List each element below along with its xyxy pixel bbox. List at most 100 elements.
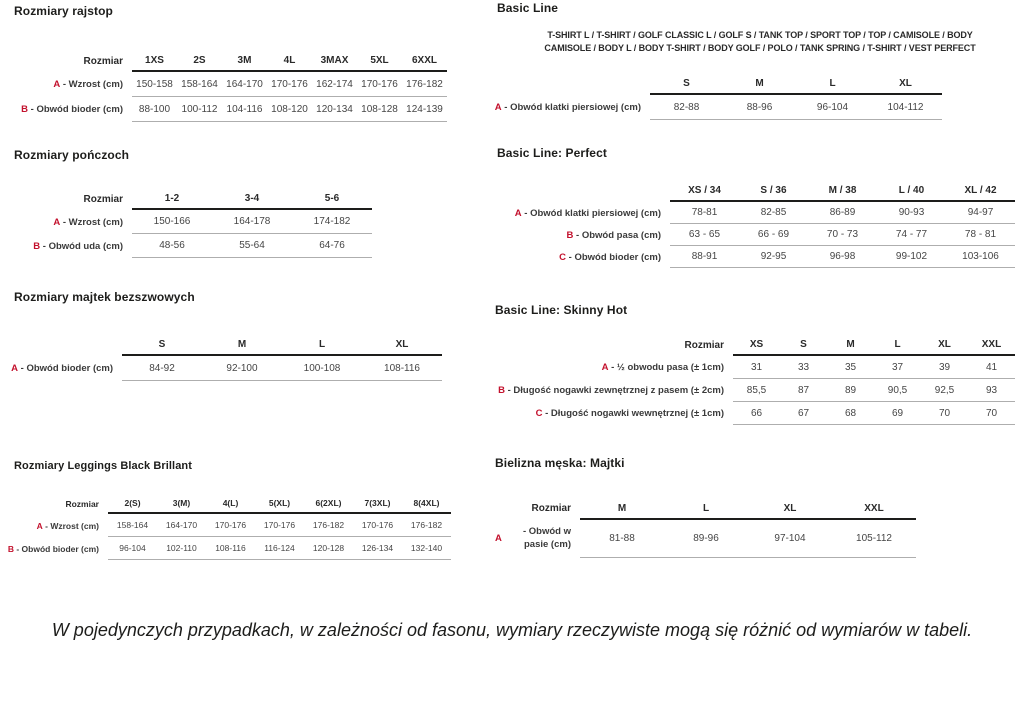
section-title-bielizna-meska-majtki: Bielizna męska: Majtki	[495, 456, 625, 470]
table-header-row: Rozmiar 1XS 2S 3M 4L 3MAX 5XL 6XXL	[14, 50, 447, 72]
column-header: XL	[921, 334, 968, 356]
table-cell: 96-98	[808, 246, 877, 268]
table-corner-label: Rozmiar	[684, 339, 724, 351]
row-letter: B	[498, 385, 505, 396]
table-cell: 158-164	[177, 72, 222, 97]
table-cell: 89	[827, 379, 874, 402]
table-header-row: S M L XL	[14, 334, 442, 356]
table-row: A - Wzrost (cm) 150-158 158-164 164-170 170-…	[14, 72, 447, 97]
table-cell: 103-106	[946, 246, 1015, 268]
table-cell: 88-96	[723, 95, 796, 120]
size-table-basic-line-perfect: XS / 34 S / 36 M / 38 L / 40 XL / 42 A - Obwó…	[515, 180, 1015, 268]
table-cell: 90-93	[877, 202, 946, 224]
table-header-row: Rozmiar 2(S) 3(M) 4(L) 5(XL) 6(2XL) 7(3XL) 8(4X…	[14, 494, 451, 514]
table-row: A - Obwód w pasie (cm) 81-88 89-96 97-104 10…	[495, 520, 916, 558]
column-header: L / 40	[877, 180, 946, 202]
table-header-row: Rozmiar M L XL XXL	[495, 498, 916, 520]
table-cell: 164-178	[212, 210, 292, 234]
table-cell: 108-116	[362, 356, 442, 381]
row-label: C - Obwód bioder (cm)	[559, 251, 661, 263]
column-header: XL	[869, 73, 942, 95]
table-cell: 116-124	[255, 537, 304, 560]
table-row: A - Obwód klatki piersiowej (cm) 82-88 88-…	[490, 95, 942, 120]
row-letter: A	[495, 532, 502, 544]
column-header: XXL	[968, 334, 1015, 356]
column-header: L	[796, 73, 869, 95]
table-cell: 41	[968, 356, 1015, 379]
column-header: L	[664, 498, 748, 520]
column-header: 2S	[177, 50, 222, 72]
table-cell: 48-56	[132, 234, 212, 258]
column-header: 4(L)	[206, 494, 255, 514]
table-cell: 104-112	[869, 95, 942, 120]
row-letter: A	[53, 79, 61, 90]
row-label: B - Obwód uda (cm)	[33, 240, 123, 252]
column-header: M / 38	[808, 180, 877, 202]
table-row: A - ½ obwodu pasa (± 1cm) 31 33 35 37 39 41	[475, 356, 1015, 379]
column-header: 1XS	[132, 50, 177, 72]
table-cell: 126-134	[353, 537, 402, 560]
section-title-rajstop: Rozmiary rajstop	[14, 4, 113, 18]
table-row: B - Obwód bioder (cm) 88-100 100-112 104-11…	[14, 97, 447, 122]
table-cell: 31	[733, 356, 780, 379]
table-cell: 164-170	[157, 514, 206, 537]
section-title-basic-line-perfect: Basic Line: Perfect	[497, 146, 607, 160]
table-cell: 90,5	[874, 379, 921, 402]
section-title-basic-line: Basic Line	[497, 1, 559, 15]
table-row: C - Długość nogawki wewnętrznej (± 1cm) 6…	[475, 402, 1015, 425]
table-cell: 174-182	[292, 210, 372, 234]
column-header: XL	[362, 334, 442, 356]
table-cell: 84-92	[122, 356, 202, 381]
table-cell: 70	[921, 402, 968, 425]
table-cell: 120-128	[304, 537, 353, 560]
column-header: XL	[748, 498, 832, 520]
column-header: XS	[733, 334, 780, 356]
table-cell: 120-134	[312, 97, 357, 122]
size-table-basic-line: S M L XL A - Obwód klatki piersiowej (cm) 82-…	[490, 73, 942, 120]
column-header: 4L	[267, 50, 312, 72]
column-header: M	[827, 334, 874, 356]
table-header-row: Rozmiar 1-2 3-4 5-6	[14, 188, 372, 210]
row-letter: A	[514, 207, 522, 219]
column-header: 2(S)	[108, 494, 157, 514]
column-header: S	[780, 334, 827, 356]
column-header: L	[282, 334, 362, 356]
table-cell: 170-176	[353, 514, 402, 537]
section-title-leggings: Rozmiary Leggings Black Brillant	[14, 460, 193, 472]
table-cell: 82-85	[739, 202, 808, 224]
table-cell: 96-104	[108, 537, 157, 560]
table-cell: 89-96	[664, 520, 748, 558]
table-cell: 158-164	[108, 514, 157, 537]
column-header: 7(3XL)	[353, 494, 402, 514]
column-header: S	[650, 73, 723, 95]
table-cell: 55-64	[212, 234, 292, 258]
table-cell: 64-76	[292, 234, 372, 258]
table-cell: 74 - 77	[877, 224, 946, 246]
table-cell: 81-88	[580, 520, 664, 558]
row-letter: A	[494, 102, 502, 113]
table-cell: 100-112	[177, 97, 222, 122]
row-letter: B	[566, 229, 574, 241]
table-cell: 78-81	[670, 202, 739, 224]
table-cell: 88-91	[670, 246, 739, 268]
row-letter: A	[36, 520, 43, 531]
table-cell: 108-128	[357, 97, 402, 122]
table-cell: 170-176	[206, 514, 255, 537]
column-header: 5-6	[292, 188, 372, 210]
table-cell: 39	[921, 356, 968, 379]
table-cell: 88-100	[132, 97, 177, 122]
table-row: B - Długość nogawki zewnętrznej z pasem …	[475, 379, 1015, 402]
size-table-basic-line-skinny-hot: Rozmiar XS S M L XL XXL A - ½ obwodu pasa (± 1c…	[475, 334, 1015, 425]
column-header: XL / 42	[946, 180, 1015, 202]
section-title-ponczoch: Rozmiary pończoch	[14, 148, 130, 162]
table-cell: 100-108	[282, 356, 362, 381]
table-cell: 86-89	[808, 202, 877, 224]
table-row: A - Obwód bioder (cm) 84-92 92-100 100-108 1…	[11, 356, 442, 381]
table-cell: 170-176	[267, 72, 312, 97]
size-table-majtek-bezszwowych: S M L XL A - Obwód bioder (cm) 84-92 92-100 100…	[11, 334, 442, 381]
row-letter: C	[559, 251, 566, 263]
table-row: B - Obwód pasa (cm) 63 - 65 66 - 69 70 - 73…	[520, 224, 1015, 246]
column-header: 3(M)	[157, 494, 206, 514]
row-label: B - Obwód bioder (cm)	[21, 104, 123, 115]
table-cell: 87	[780, 379, 827, 402]
